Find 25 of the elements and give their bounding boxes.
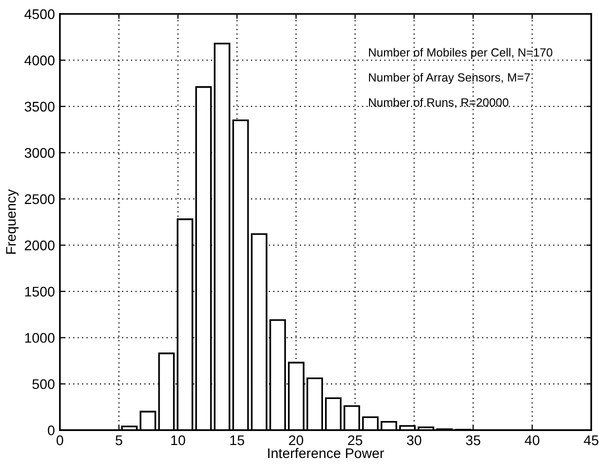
- x-tick-label: 15: [230, 435, 244, 446]
- x-tick-label: 35: [466, 435, 480, 446]
- x-tick-label: 45: [584, 435, 598, 446]
- y-tick-label: 0: [48, 425, 54, 436]
- x-tick-label: 40: [524, 435, 540, 446]
- y-tick-label: 3000: [24, 148, 54, 158]
- x-tick-label: 0: [56, 435, 64, 446]
- y-tick-label: 1500: [25, 286, 54, 297]
- x-tick-label: 10: [171, 435, 186, 446]
- x-tick-label: 25: [348, 435, 362, 446]
- annotation: Number of Array Sensors, M=7: [369, 72, 530, 84]
- y-tick-label: 2000: [24, 240, 54, 250]
- annotation: Number of Mobiles per Cell, N=170: [369, 48, 552, 59]
- y-tick-label: 4000: [24, 56, 54, 66]
- x-axis-title: Interference Power: [268, 448, 384, 458]
- y-tick-label: 2500: [24, 194, 54, 204]
- y-tick-label: 500: [32, 379, 54, 390]
- y-tick-label: 1000: [25, 332, 54, 343]
- y-tick-label: 3500: [24, 102, 54, 112]
- y-axis-title: Frequency: [6, 189, 19, 254]
- annotation: Number of Runs, R=20000: [369, 98, 508, 108]
- x-tick-label: 20: [289, 435, 304, 446]
- y-tick-label: 4500: [24, 9, 54, 20]
- x-tick-label: 5: [116, 435, 122, 446]
- x-tick-label: 30: [406, 435, 422, 446]
